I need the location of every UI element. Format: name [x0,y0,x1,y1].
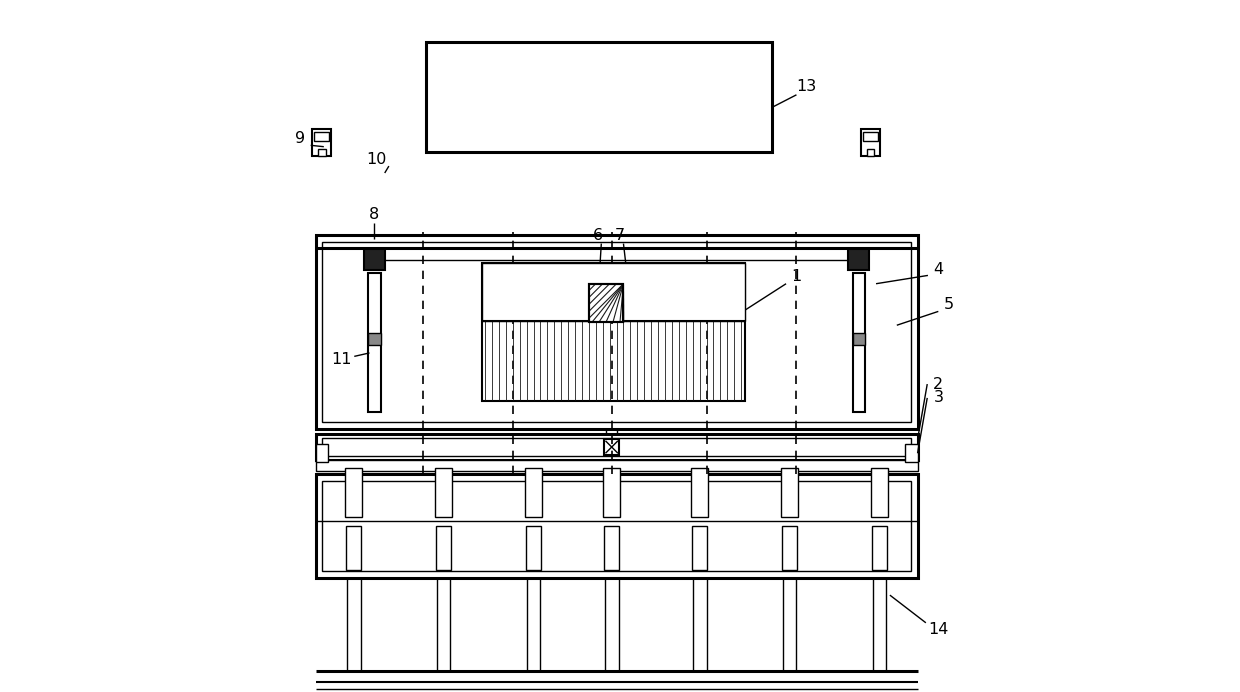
Bar [365,249,384,270]
Bar [848,249,869,270]
Bar [589,284,624,322]
Bar [322,481,910,571]
Text: 8: 8 [370,207,379,222]
Text: 7: 7 [615,228,625,243]
Bar [691,468,708,518]
Text: 4: 4 [934,262,944,277]
Bar [312,129,331,156]
Bar [315,474,918,578]
Bar [853,333,866,345]
Text: 3: 3 [934,390,944,406]
Bar [526,468,542,518]
Bar [317,149,326,156]
Bar [589,284,624,322]
Text: 10: 10 [366,152,387,167]
Text: 9: 9 [295,131,305,146]
Bar [863,131,878,141]
Bar [604,527,619,570]
Bar [315,460,918,471]
Bar [315,235,918,429]
Bar [872,527,887,570]
Bar [481,263,744,321]
Text: 13: 13 [797,79,817,94]
Bar [861,129,880,156]
Text: 6: 6 [593,228,603,243]
Text: 1: 1 [791,269,801,284]
Bar [315,131,329,141]
Bar [604,439,619,455]
Bar [526,527,541,570]
Bar [345,468,362,518]
Bar [368,333,381,345]
Bar [368,273,381,412]
Bar [322,242,910,422]
Bar [781,468,797,518]
Bar [692,527,707,570]
Bar [436,527,451,570]
Text: 14: 14 [928,622,949,637]
Bar [872,468,888,518]
Bar [322,438,910,456]
Bar [427,42,773,152]
Bar [905,444,918,462]
Bar [346,527,361,570]
Bar [435,468,451,518]
Bar [604,468,620,518]
Bar [853,273,866,412]
Text: 11: 11 [331,352,352,367]
Bar [782,527,797,570]
Bar [315,444,327,462]
Text: 2: 2 [934,376,944,392]
Bar [315,434,918,460]
Bar [481,263,744,401]
Text: 5: 5 [944,297,954,312]
Bar [867,149,874,156]
